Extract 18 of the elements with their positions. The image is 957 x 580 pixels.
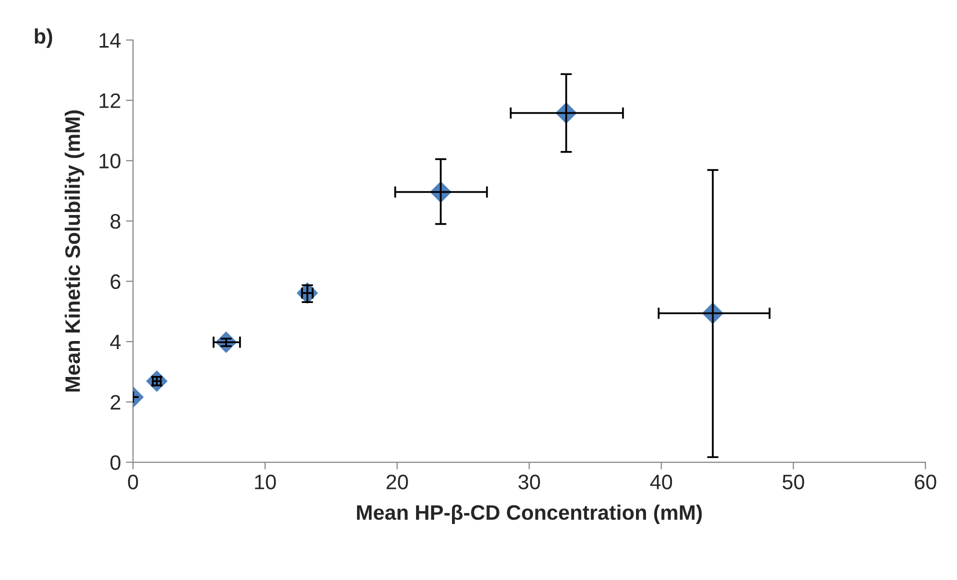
y-tick-label: 14 [100,33,121,48]
y-tick-label: 10 [100,154,120,168]
y-tick-label: 12 [100,93,120,108]
y-axis-title: Mean Kinetic Solubility (mM) [64,110,84,392]
x-tick-label: 40 [650,474,672,490]
y-tick-label: 4 [110,334,121,350]
y-tick-label: 8 [110,214,120,229]
text: b) [34,28,52,48]
y-tick-label: 0 [110,455,120,470]
x-tick-label: 0 [128,474,138,490]
x-tick-label: 30 [518,474,540,490]
y-tick-label: 2 [110,394,120,410]
y-tick-label: 6 [110,274,120,290]
x-tick-label: 10 [255,474,276,490]
x-tick-label: 50 [782,474,804,490]
x-axis-title: Mean HP-β-CD Concentration (mM) [357,504,702,524]
x-tick-label: 60 [914,474,936,490]
x-tick-label: 20 [386,474,408,490]
